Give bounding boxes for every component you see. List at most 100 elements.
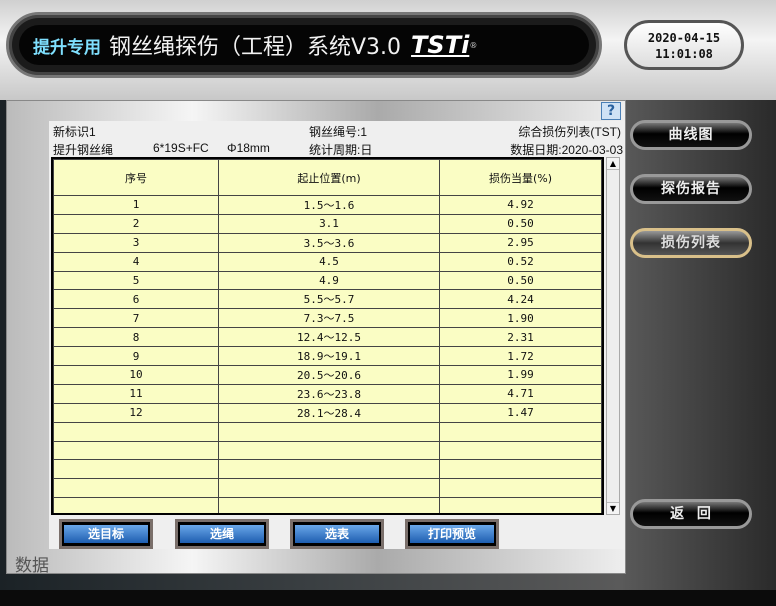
empty-cell (439, 497, 602, 513)
empty-row (53, 421, 602, 442)
empty-cell (218, 478, 440, 499)
table-row[interactable]: 7 7.3～7.5 1.90 (53, 308, 602, 329)
header-bar: 提升专用 钢丝绳探伤（工程）系统V3.0 TSTi ® 2020-04-15 11… (0, 0, 776, 100)
row-index: 2 (53, 213, 219, 234)
empty-cell (218, 440, 440, 461)
row-position: 18.9～19.1 (218, 346, 440, 367)
row-damage: 4.92 (439, 195, 602, 215)
data-date: 数据日期:2020-03-03 (510, 143, 623, 157)
table-row[interactable]: 8 12.4～12.5 2.31 (53, 327, 602, 348)
curve-chart-button[interactable]: 曲线图 (630, 120, 752, 150)
clock-date: 2020-04-15 (647, 31, 721, 45)
empty-cell (439, 440, 602, 461)
scroll-up-icon[interactable]: ▲ (607, 158, 619, 170)
table-row[interactable]: 6 5.5～5.7 4.24 (53, 289, 602, 310)
damage-table[interactable]: 序号 起止位置(m) 损伤当量(%) 1 1.5～1.6 4.92 2 3.1 0.50 3… (51, 157, 604, 515)
empty-row (53, 459, 602, 480)
select-table-button[interactable]: 选表 (290, 519, 384, 549)
row-damage: 4.24 (439, 289, 602, 310)
empty-cell (53, 459, 219, 480)
select-target-label: 选目标 (64, 525, 148, 543)
clock-time: 11:01:08 (655, 47, 713, 61)
row-index: 10 (53, 365, 219, 385)
empty-cell (53, 478, 219, 499)
row-index: 4 (53, 251, 219, 272)
row-damage: 4.71 (439, 383, 602, 404)
help-button[interactable]: ? (601, 102, 621, 120)
row-position: 4.5 (218, 251, 440, 272)
table-row[interactable]: 11 23.6～23.8 4.71 (53, 383, 602, 404)
row-position: 20.5～20.6 (218, 365, 440, 385)
empty-cell (53, 440, 219, 461)
rope-structure: 6*19S+FC (153, 141, 209, 155)
empty-cell (218, 459, 440, 480)
row-index: 9 (53, 346, 219, 367)
row-position: 5.5～5.7 (218, 289, 440, 310)
row-index: 11 (53, 383, 219, 404)
table-row[interactable]: 5 4.9 0.50 (53, 270, 602, 291)
empty-cell (53, 497, 219, 513)
row-position: 3.5～3.6 (218, 232, 440, 253)
table-row[interactable]: 2 3.1 0.50 (53, 213, 602, 234)
empty-row (53, 478, 602, 499)
empty-row (53, 497, 602, 513)
select-target-button[interactable]: 选目标 (59, 519, 153, 549)
empty-cell (439, 421, 602, 442)
row-damage: 2.95 (439, 232, 602, 253)
damage-list-button[interactable]: 损伤列表 (630, 228, 752, 258)
row-damage: 0.50 (439, 270, 602, 291)
row-damage: 1.72 (439, 346, 602, 367)
title-tag: 提升专用 (33, 37, 101, 58)
row-position: 7.3～7.5 (218, 308, 440, 329)
row-index: 12 (53, 402, 219, 423)
row-index: 7 (53, 308, 219, 329)
row-position: 12.4～12.5 (218, 327, 440, 348)
table-scrollbar[interactable]: ▲ ▼ (606, 157, 620, 515)
col-header-position: 起止位置(m) (218, 159, 440, 196)
table-row[interactable]: 4 4.5 0.52 (53, 251, 602, 272)
rope-diameter: Φ18mm (227, 141, 270, 155)
rope-id: 新标识1 (53, 125, 96, 139)
row-damage: 1.47 (439, 402, 602, 423)
empty-cell (439, 459, 602, 480)
print-preview-label: 打印预览 (410, 525, 494, 543)
empty-cell (218, 497, 440, 513)
rope-type: 提升钢丝绳 (53, 143, 114, 157)
empty-cell (53, 421, 219, 442)
inspection-report-button[interactable]: 探伤报告 (630, 174, 752, 204)
table-row[interactable]: 9 18.9～19.1 1.72 (53, 346, 602, 367)
row-index: 5 (53, 270, 219, 291)
clock: 2020-04-15 11:01:08 (624, 20, 744, 70)
select-table-label: 选表 (295, 525, 379, 543)
data-panel: ? 新标识1 钢丝绳号:1 综合损伤列表(TST) 提升钢丝绳 6*19S+FC… (6, 100, 626, 576)
row-damage: 1.99 (439, 365, 602, 385)
row-index: 1 (53, 195, 219, 215)
row-position: 3.1 (218, 213, 440, 234)
empty-cell (218, 421, 440, 442)
row-damage: 0.52 (439, 251, 602, 272)
row-index: 6 (53, 289, 219, 310)
panel-label: 数据 (15, 556, 49, 576)
table-row[interactable]: 1 1.5～1.6 4.92 (53, 195, 602, 215)
row-position: 1.5～1.6 (218, 195, 440, 215)
table-row[interactable]: 3 3.5～3.6 2.95 (53, 232, 602, 253)
select-rope-button[interactable]: 选绳 (175, 519, 269, 549)
row-damage: 2.31 (439, 327, 602, 348)
tsti-logo: TSTi (411, 31, 470, 59)
back-button[interactable]: 返 回 (630, 499, 752, 529)
rope-number: 钢丝绳号:1 (309, 125, 368, 139)
table-row[interactable]: 12 28.1～28.4 1.47 (53, 402, 602, 423)
app-title: 钢丝绳探伤（工程）系统V3.0 (109, 35, 402, 60)
row-position: 28.1～28.4 (218, 402, 440, 423)
row-index: 8 (53, 327, 219, 348)
print-preview-button[interactable]: 打印预览 (405, 519, 499, 549)
row-damage: 1.90 (439, 308, 602, 329)
empty-cell (439, 478, 602, 499)
stat-period: 统计周期:日 (309, 143, 373, 157)
scroll-down-icon[interactable]: ▼ (607, 502, 619, 514)
row-damage: 0.50 (439, 213, 602, 234)
table-row[interactable]: 10 20.5～20.6 1.99 (53, 365, 602, 385)
row-position: 23.6～23.8 (218, 383, 440, 404)
registered-mark: ® (469, 40, 478, 50)
col-header-damage: 损伤当量(%) (439, 159, 602, 196)
